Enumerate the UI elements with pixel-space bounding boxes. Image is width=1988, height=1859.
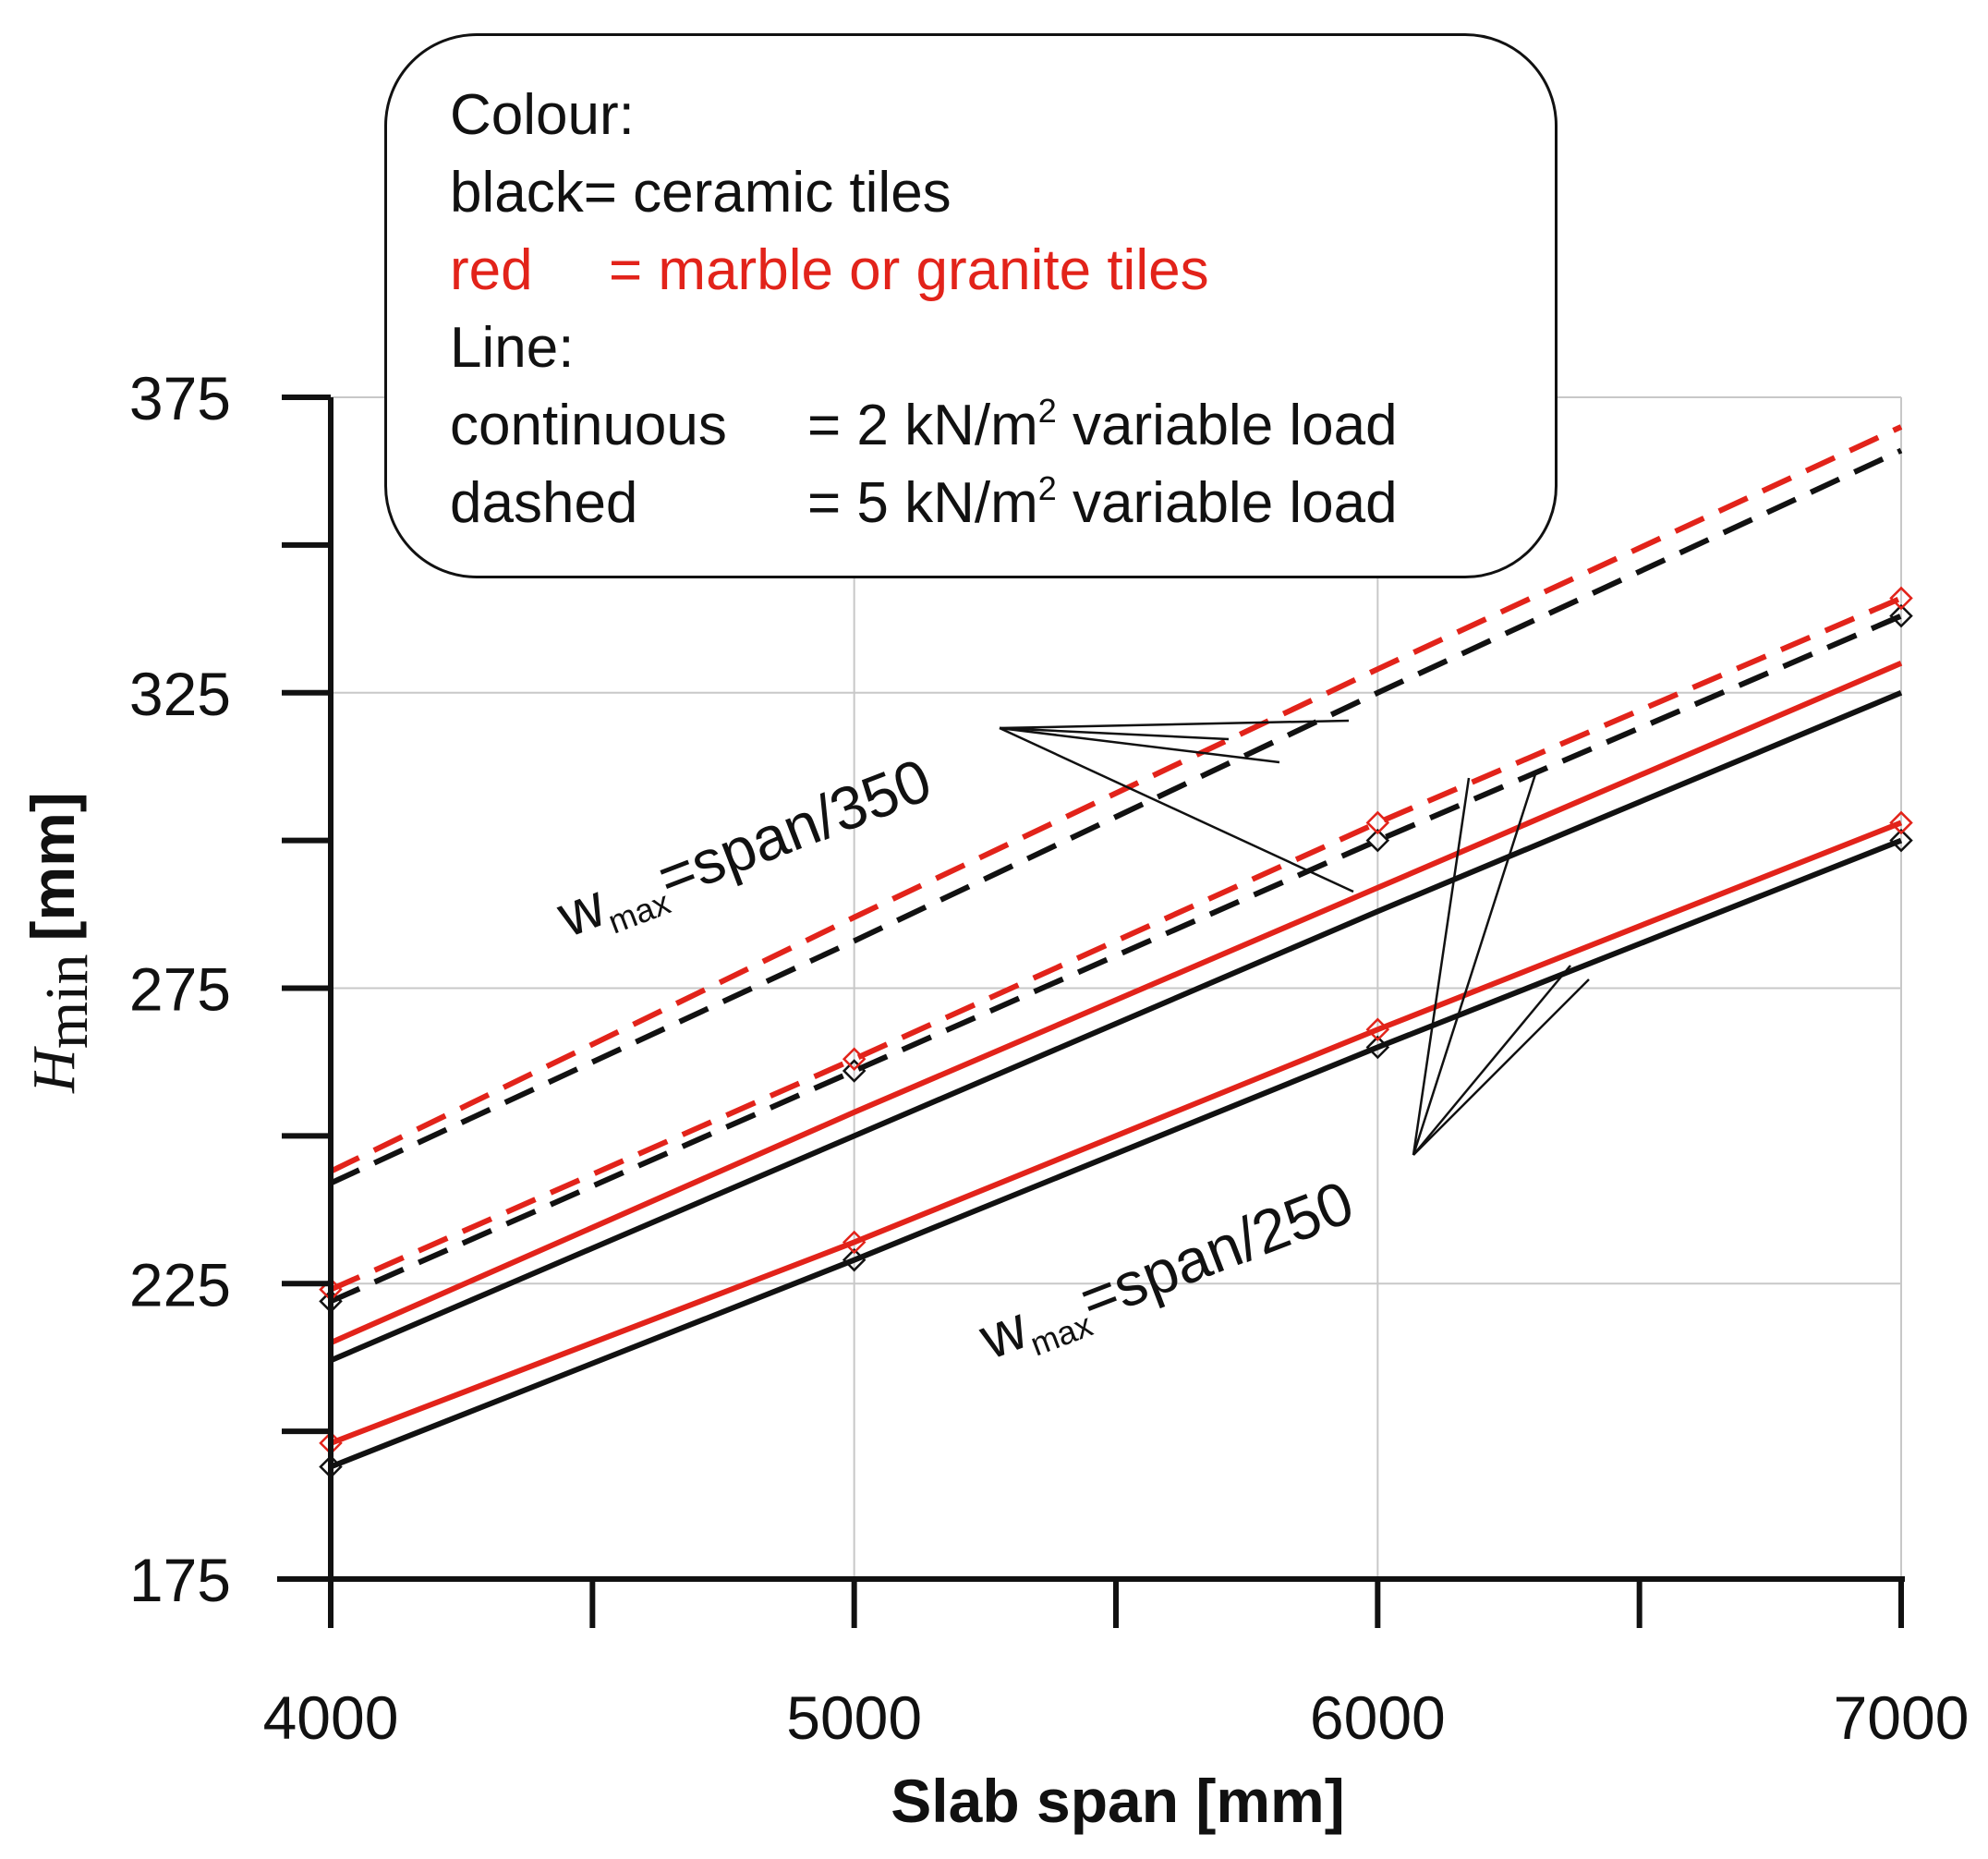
x-tick-label: 7000 xyxy=(1834,1683,1970,1752)
y-axis-title-main: H xyxy=(20,1046,88,1094)
series-marker-5 xyxy=(842,1047,867,1072)
legend-dashed-value-a: = 5 kN/m xyxy=(807,471,1038,535)
series-marker-5 xyxy=(1889,586,1913,611)
series-marker-4 xyxy=(1889,603,1913,628)
x-axis-title: Slab span [mm] xyxy=(891,1767,1344,1835)
legend-continuous-entry: continuous = 2 kN/m2 variable load xyxy=(450,387,1555,465)
series-marker-5 xyxy=(1365,810,1390,835)
series-line-2 xyxy=(329,689,1903,1364)
x-tick-label: 6000 xyxy=(1310,1683,1446,1752)
series-line-7 xyxy=(329,424,1903,1174)
legend-dashed-value-b: variable load xyxy=(1056,471,1398,535)
series-marker-4 xyxy=(1365,828,1390,853)
legend-dashed-key: dashed xyxy=(450,471,638,535)
series-group xyxy=(319,424,1913,1479)
y-tick-label: 375 xyxy=(129,364,231,432)
annotation-leaders xyxy=(999,719,1590,1156)
y-tick-label: 325 xyxy=(129,660,231,728)
legend-box: Colour: black= ceramic tiles red = marble… xyxy=(384,33,1558,578)
legend-continuous-value-b: variable load xyxy=(1056,394,1398,457)
series-marker-1 xyxy=(1889,810,1913,835)
series-marker-0 xyxy=(842,1247,867,1272)
svg-text:Hmin[mm]: Hmin [mm] xyxy=(18,792,101,1094)
legend-continuous-key: continuous xyxy=(450,394,727,457)
y-axis-title: Hmin [mm] xyxy=(18,792,101,1094)
y-tick-label: 175 xyxy=(129,1546,231,1614)
leader-350-c xyxy=(999,726,1354,893)
series-marker-4 xyxy=(842,1059,867,1083)
annotation-350-suffix: =span/350 xyxy=(649,745,940,911)
series-line-4 xyxy=(329,613,1903,1305)
legend-red-entry: red = marble or granite tiles xyxy=(450,232,1555,310)
series-marker-0 xyxy=(1365,1035,1390,1060)
y-tick-label: 275 xyxy=(129,955,231,1024)
series-marker-1 xyxy=(1365,1017,1390,1042)
series-line-5 xyxy=(329,595,1903,1293)
y-axis-title-sub: min xyxy=(33,954,101,1049)
svg-text:wmax=span/350: wmax=span/350 xyxy=(548,745,943,957)
leader-250-b xyxy=(1412,773,1537,1156)
leader-250-a xyxy=(1412,777,1471,1156)
leader-350-a xyxy=(999,726,1230,741)
legend-line-heading: Line: xyxy=(450,316,575,380)
annotation-span-250: wmax=span/250 xyxy=(970,1167,1365,1379)
y-axis-title-unit: [mm] xyxy=(18,792,87,941)
annotation-span-350: wmax=span/350 xyxy=(548,745,943,957)
series-line-3 xyxy=(329,661,1903,1345)
legend-red-key: red xyxy=(450,238,533,302)
legend-red-value: = marble or granite tiles xyxy=(609,238,1209,302)
legend-dashed-sup: 2 xyxy=(1037,469,1057,507)
x-tick-label: 4000 xyxy=(263,1683,399,1752)
y-tick-label: 225 xyxy=(129,1250,231,1318)
ticks: 175 225 275 325 375 4000 5000 6000 7000 xyxy=(129,364,1970,1752)
x-tick-label: 5000 xyxy=(786,1683,922,1752)
leader-350-b xyxy=(999,719,1350,730)
legend-colour-heading: Colour: xyxy=(450,83,635,147)
series-line-0 xyxy=(329,837,1903,1470)
series-line-6 xyxy=(329,447,1903,1186)
legend-continuous-sup: 2 xyxy=(1037,392,1057,430)
legend-continuous-value-a: = 2 kN/m xyxy=(807,394,1038,457)
legend-black-entry: black= ceramic tiles xyxy=(450,161,952,225)
leader-350-d xyxy=(999,726,1280,764)
leader-250-d xyxy=(1412,978,1590,1156)
svg-text:wmax=span/250: wmax=span/250 xyxy=(970,1167,1365,1379)
series-marker-0 xyxy=(1889,828,1913,853)
legend-dashed-entry: dashed = 5 kN/m2 variable load xyxy=(450,465,1555,542)
annotation-250-suffix: =span/250 xyxy=(1071,1167,1363,1333)
leader-250-c xyxy=(1412,965,1571,1156)
series-line-1 xyxy=(329,820,1903,1446)
series-marker-1 xyxy=(842,1230,867,1255)
